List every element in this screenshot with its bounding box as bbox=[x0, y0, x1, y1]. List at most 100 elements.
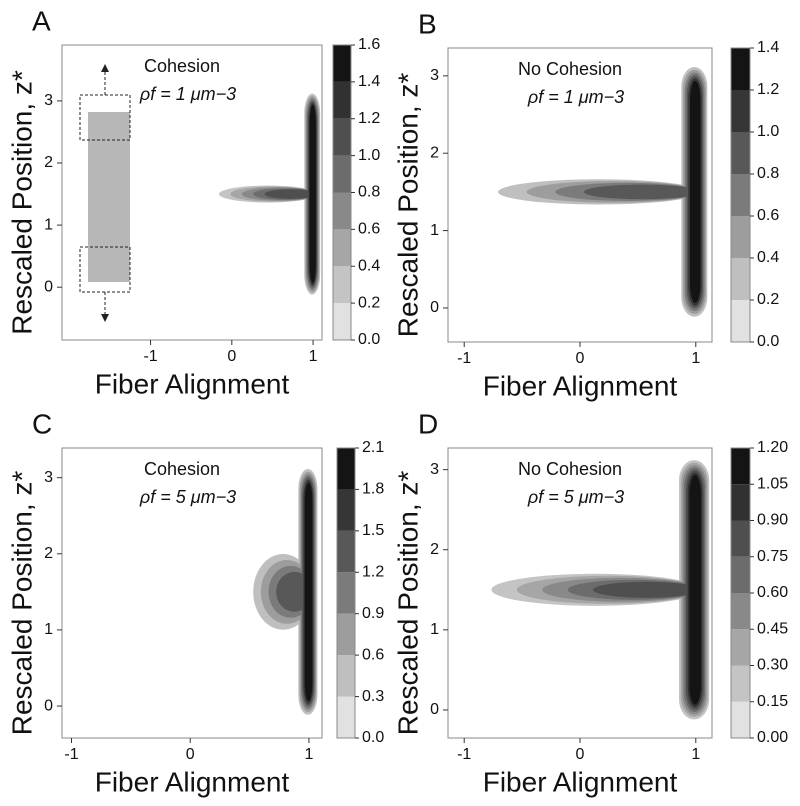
colorbar-tick-label: 1.4 bbox=[358, 73, 380, 90]
colorbar-tick-label: 0.4 bbox=[358, 257, 380, 274]
y-tick-label: 0 bbox=[430, 701, 439, 718]
colorbar-tick-label: 2.1 bbox=[362, 439, 384, 456]
x-tick-label: -1 bbox=[143, 348, 157, 365]
colorbar-band bbox=[731, 300, 750, 342]
panel-title: C bbox=[32, 408, 52, 439]
y-tick-label: 3 bbox=[430, 461, 439, 478]
panel-title: B bbox=[418, 8, 437, 39]
contour-band bbox=[583, 184, 700, 200]
colorbar-band bbox=[731, 701, 750, 738]
y-tick-label: 3 bbox=[430, 67, 439, 84]
x-tick-label: 0 bbox=[576, 746, 585, 763]
y-tick-label: 1 bbox=[430, 621, 439, 638]
x-tick-label: 1 bbox=[309, 348, 318, 365]
annotation: Cohesion bbox=[144, 459, 220, 479]
colorbar-band bbox=[333, 45, 351, 82]
y-tick-label: 2 bbox=[430, 541, 439, 558]
colorbar-tick-label: 0.90 bbox=[757, 512, 788, 529]
x-tick-label: 0 bbox=[227, 348, 236, 365]
colorbar-tick-label: 1.2 bbox=[358, 110, 380, 127]
colorbar-band bbox=[337, 572, 355, 614]
x-tick-label: 1 bbox=[304, 746, 313, 763]
colorbar-band bbox=[731, 520, 750, 557]
colorbar-tick-label: 0.9 bbox=[362, 605, 384, 622]
colorbar-band bbox=[731, 484, 750, 521]
x-axis-label: Fiber Alignment bbox=[483, 766, 678, 797]
contour-field bbox=[218, 93, 321, 295]
x-tick-label: -1 bbox=[64, 746, 78, 763]
y-axis-label: Rescaled Position, z* bbox=[392, 73, 423, 338]
colorbar-band bbox=[731, 258, 750, 300]
annotation: ρf = 5 μm−3 bbox=[527, 487, 624, 507]
colorbar-tick-label: 0.3 bbox=[362, 688, 384, 705]
colorbar-band bbox=[333, 192, 351, 230]
contour-field bbox=[253, 468, 318, 715]
inset-arrowhead bbox=[101, 314, 109, 322]
x-tick-label: -1 bbox=[457, 350, 471, 367]
inset-arrowhead bbox=[101, 64, 109, 72]
y-tick-label: 2 bbox=[44, 545, 53, 562]
colorbar-tick-label: 0.4 bbox=[757, 249, 779, 266]
colorbar-band bbox=[337, 655, 355, 697]
colorbar-band bbox=[731, 629, 750, 666]
colorbar-band bbox=[337, 448, 355, 490]
colorbar-band bbox=[731, 448, 750, 485]
annotation: ρf = 1 μm−3 bbox=[139, 84, 236, 104]
colorbar-tick-label: 0.75 bbox=[757, 548, 788, 565]
colorbar-tick-label: 0.45 bbox=[757, 620, 788, 637]
colorbar-frame bbox=[730, 47, 751, 343]
colorbar-band bbox=[337, 530, 355, 573]
colorbar-band bbox=[731, 48, 750, 90]
x-axis-label: Fiber Alignment bbox=[483, 370, 678, 401]
colorbar-band bbox=[333, 303, 351, 340]
colorbar-band bbox=[731, 174, 750, 216]
colorbar-band bbox=[731, 132, 750, 174]
contour-field bbox=[491, 460, 710, 720]
y-tick-label: 0 bbox=[44, 278, 53, 295]
colorbar-tick-label: 0.8 bbox=[358, 184, 380, 201]
colorbar-band bbox=[731, 593, 750, 630]
colorbar-band bbox=[337, 613, 355, 656]
colorbar-band bbox=[333, 155, 351, 193]
colorbar-band bbox=[731, 665, 750, 702]
axes-frame bbox=[61, 447, 323, 739]
x-tick-label: -1 bbox=[457, 746, 471, 763]
y-tick-label: 3 bbox=[44, 92, 53, 109]
colorbar-frame bbox=[336, 447, 356, 739]
y-tick-label: 0 bbox=[430, 299, 439, 316]
colorbar-tick-label: 1.8 bbox=[362, 481, 384, 498]
colorbar-tick-label: 1.05 bbox=[757, 475, 788, 492]
panel-title: D bbox=[418, 408, 438, 439]
y-tick-label: 3 bbox=[44, 469, 53, 486]
x-tick-label: 1 bbox=[691, 746, 700, 763]
colorbar-tick-label: 1.6 bbox=[358, 36, 380, 53]
colorbar-tick-label: 0.2 bbox=[757, 291, 779, 308]
colorbar-band bbox=[337, 489, 355, 531]
y-axis-label: Rescaled Position, z* bbox=[6, 471, 37, 736]
colorbar-tick-label: 1.2 bbox=[362, 564, 384, 581]
contour-band bbox=[304, 482, 313, 702]
y-tick-label: 2 bbox=[430, 144, 439, 161]
x-axis-label: Fiber Alignment bbox=[95, 368, 290, 399]
colorbar-tick-label: 0.0 bbox=[757, 333, 779, 350]
annotation: ρf = 1 μm−3 bbox=[527, 87, 624, 107]
panel-title: A bbox=[32, 5, 51, 36]
colorbar-band bbox=[333, 229, 351, 267]
annotation: No Cohesion bbox=[518, 459, 622, 479]
colorbar-tick-label: 0.30 bbox=[757, 657, 788, 674]
y-axis-label: Rescaled Position, z* bbox=[6, 70, 37, 335]
colorbar-tick-label: 0.0 bbox=[358, 331, 380, 348]
colorbar-band bbox=[731, 556, 750, 593]
colorbar-band bbox=[731, 216, 750, 258]
x-tick-label: 0 bbox=[186, 746, 195, 763]
contour-band bbox=[593, 581, 700, 598]
colorbar-tick-label: 1.4 bbox=[757, 39, 779, 56]
y-axis-label: Rescaled Position, z* bbox=[392, 471, 423, 736]
colorbar-tick-label: 1.2 bbox=[757, 81, 779, 98]
colorbar-tick-label: 0.2 bbox=[358, 294, 380, 311]
y-tick-label: 1 bbox=[430, 222, 439, 239]
y-tick-label: 0 bbox=[44, 697, 53, 714]
colorbar-band bbox=[333, 81, 351, 119]
colorbar-tick-label: 0.00 bbox=[757, 729, 788, 746]
